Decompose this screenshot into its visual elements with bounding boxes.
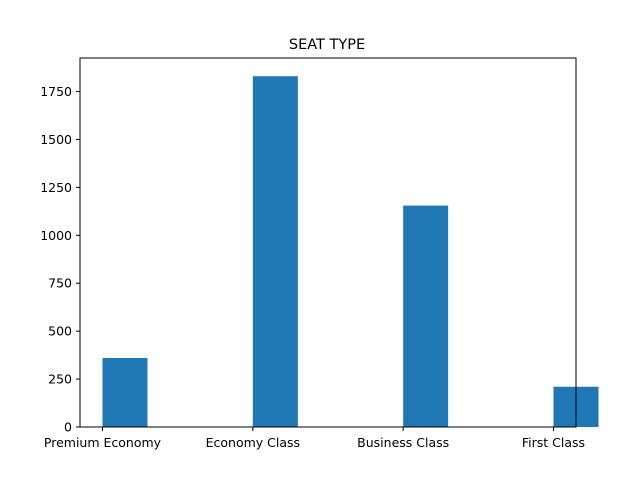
y-tick-label: 1500: [40, 132, 72, 147]
y-tick-label: 0: [64, 420, 72, 435]
bar-economy-class: [252, 76, 298, 427]
x-tick-label: Business Class: [357, 435, 449, 450]
y-tick-label: 1250: [40, 180, 72, 195]
plot-frame: [79, 57, 577, 428]
x-tick-label: Economy Class: [206, 435, 300, 450]
y-axis: 0 250 500 750 1000 1250 1500 1750: [40, 84, 80, 435]
x-axis: Premium Economy Economy Class Business Cla…: [44, 427, 585, 450]
x-tick-label: First Class: [522, 435, 585, 450]
bar-premium-economy: [102, 357, 148, 427]
chart-title: SEAT TYPE: [289, 37, 365, 53]
y-tick-label: 500: [48, 324, 72, 339]
y-tick-label: 1750: [40, 84, 72, 99]
bar-business-class: [403, 205, 449, 427]
y-tick-label: 1000: [40, 228, 72, 243]
x-tick-label: Premium Economy: [44, 435, 162, 450]
y-tick-label: 750: [48, 276, 72, 291]
y-tick-label: 250: [48, 372, 72, 387]
bars-group: [102, 76, 599, 427]
